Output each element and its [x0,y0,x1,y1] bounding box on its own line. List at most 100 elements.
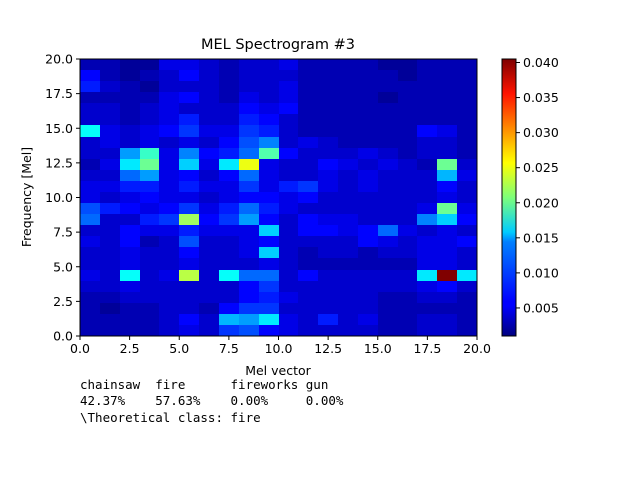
heatmap-cell [100,181,120,192]
heatmap-cell [437,203,457,214]
heatmap-cell [318,114,338,125]
heatmap-cell [378,125,398,137]
heatmap-cell [219,59,239,70]
heatmap-cell [259,59,279,70]
heatmap-cell [298,247,318,258]
heatmap-cell [358,247,378,258]
heatmap-cell [398,59,417,70]
heatmap-cell [199,170,219,181]
heatmap-cell [259,247,279,258]
heatmap-cell [279,159,298,170]
heatmap-cell [298,292,318,303]
heatmap-cell [398,314,417,325]
heatmap-cell [259,192,279,203]
heatmap-cell [298,203,318,214]
heatmap-cell [140,303,159,314]
heatmap-cell [398,92,417,103]
heatmap-cell [120,181,140,192]
heatmap-cell [199,181,219,192]
heatmap-cell [338,325,358,336]
heatmap-cell [457,70,477,81]
heatmap-cell [358,258,378,270]
heatmap-cell [100,59,120,70]
heatmap-cell [457,192,477,203]
heatmap-cell [457,137,477,148]
heatmap-cell [159,292,179,303]
heatmap-cell [219,225,239,236]
heatmap-cell [338,214,358,225]
heatmap-cell [80,103,100,114]
heatmap-cell [358,59,378,70]
heatmap-cell [179,281,199,292]
heatmap-cell [279,181,298,192]
heatmap-cell [219,137,239,148]
y-tick-label: 20.0 [45,52,73,67]
heatmap-cell [358,192,378,203]
heatmap-cell [417,70,437,81]
heatmap-cell [239,292,259,303]
x-tick-label: 2.5 [120,341,140,356]
heatmap-cell [80,214,100,225]
heatmap-cell [140,81,159,92]
heatmap-cell [318,59,338,70]
heatmap-cell [417,236,437,247]
x-tick-label: 7.5 [219,341,239,356]
heatmap-cell [457,325,477,336]
heatmap-cell [437,181,457,192]
heatmap-cell [338,203,358,214]
colorbar-tick-label: 0.010 [523,265,559,280]
heatmap-cell [140,192,159,203]
heatmap-cell [219,236,239,247]
heatmap-cell [239,247,259,258]
heatmap-cell [120,125,140,137]
heatmap-cell [358,281,378,292]
heatmap-cell [437,325,457,336]
heatmap-cell [219,148,239,159]
y-tick-label: 2.5 [53,294,73,309]
heatmap-cell [457,303,477,314]
heatmap-cell [239,303,259,314]
heatmap-cell [279,292,298,303]
heatmap-cell [378,303,398,314]
heatmap-cell [140,148,159,159]
heatmap-cell [80,181,100,192]
heatmap-cell [179,125,199,137]
heatmap-cell [437,281,457,292]
heatmap-cell [338,258,358,270]
heatmap-cell [219,103,239,114]
heatmap-cell [338,314,358,325]
y-tick-label: 17.5 [45,86,73,101]
heatmap-cell [120,292,140,303]
heatmap-cell [80,225,100,236]
heatmap-cell [239,270,259,281]
heatmap-cell [239,92,259,103]
heatmap-cell [378,59,398,70]
heatmap-cell [259,314,279,325]
heatmap-cell [437,270,457,281]
heatmap-cell [378,225,398,236]
heatmap-cell [120,325,140,336]
heatmap-cell [457,292,477,303]
heatmap-cell [437,258,457,270]
heatmap-cell [259,159,279,170]
heatmap-cell [199,125,219,137]
heatmap-cell [80,325,100,336]
heatmap-cell [457,281,477,292]
heatmap-cell [140,258,159,270]
heatmap-cell [219,192,239,203]
heatmap-cell [378,81,398,92]
heatmap-cell [358,214,378,225]
heatmap-cell [199,314,219,325]
heatmap-cell [298,137,318,148]
heatmap-cell [179,159,199,170]
colorbar-tick-label: 0.035 [523,90,559,105]
heatmap-cell [80,292,100,303]
heatmap-cell [120,314,140,325]
heatmap-cell [140,225,159,236]
heatmap-cell [279,270,298,281]
heatmap-cell [259,137,279,148]
heatmap-cell [417,258,437,270]
heatmap-cell [179,137,199,148]
heatmap-cell [457,225,477,236]
heatmap-cell [358,203,378,214]
